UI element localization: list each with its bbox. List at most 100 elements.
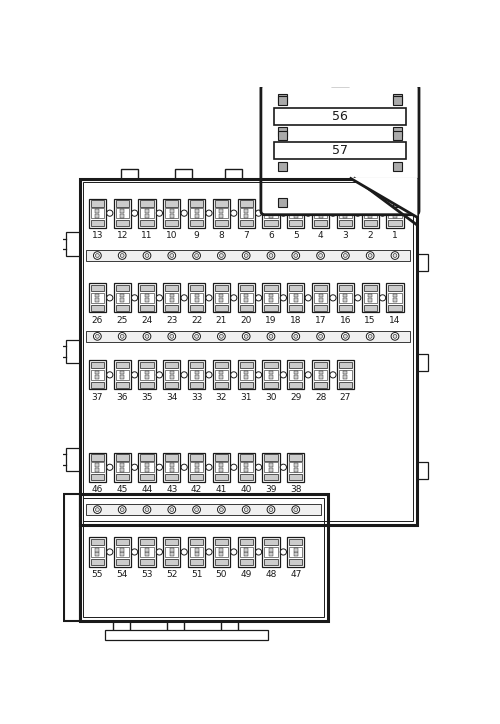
Bar <box>170 468 174 471</box>
Circle shape <box>145 508 149 512</box>
Bar <box>170 209 174 213</box>
Circle shape <box>181 464 188 471</box>
Bar <box>140 208 153 218</box>
Text: 7: 7 <box>244 231 249 240</box>
Bar <box>318 375 322 379</box>
Circle shape <box>294 334 298 338</box>
Bar <box>145 375 149 379</box>
Circle shape <box>106 295 113 301</box>
Bar <box>91 305 104 311</box>
Bar <box>114 452 130 482</box>
Bar <box>240 454 253 460</box>
Circle shape <box>156 464 162 471</box>
Bar <box>120 371 124 374</box>
Circle shape <box>132 372 138 378</box>
Circle shape <box>316 252 324 259</box>
Bar <box>213 283 230 313</box>
Bar <box>116 382 129 388</box>
Bar <box>140 382 153 388</box>
Text: 21: 21 <box>216 316 227 324</box>
Bar <box>392 127 402 136</box>
Bar <box>116 208 129 218</box>
Bar <box>215 285 228 291</box>
Bar <box>240 285 253 291</box>
Bar <box>240 462 253 472</box>
Bar <box>188 452 205 482</box>
Bar <box>165 454 178 460</box>
Bar <box>190 362 203 369</box>
Bar <box>215 547 228 557</box>
Bar <box>163 537 180 567</box>
Bar <box>244 371 248 374</box>
Bar <box>220 209 224 213</box>
Bar <box>264 474 278 480</box>
Bar <box>140 362 153 369</box>
Bar <box>91 539 104 545</box>
Bar <box>120 214 124 217</box>
Bar <box>91 454 104 460</box>
Bar <box>364 285 377 291</box>
Bar <box>287 537 304 567</box>
Circle shape <box>106 549 113 555</box>
Circle shape <box>218 506 225 513</box>
Bar <box>170 293 174 298</box>
Bar <box>116 292 129 303</box>
Bar <box>116 370 129 380</box>
Text: 40: 40 <box>240 485 252 494</box>
Circle shape <box>244 508 248 512</box>
Bar <box>91 462 104 472</box>
Bar <box>278 94 287 103</box>
Bar <box>244 468 248 471</box>
Bar <box>289 539 302 545</box>
Bar <box>165 547 178 557</box>
Text: 44: 44 <box>142 485 152 494</box>
Bar <box>287 452 304 482</box>
Bar <box>240 200 253 206</box>
Bar <box>194 463 198 467</box>
Bar <box>416 354 428 371</box>
Bar <box>96 552 100 556</box>
Text: 55: 55 <box>92 570 103 578</box>
Text: 47: 47 <box>290 570 302 578</box>
Circle shape <box>120 508 124 512</box>
Circle shape <box>230 210 237 216</box>
Bar <box>240 362 253 369</box>
Bar <box>84 182 413 521</box>
Bar <box>96 214 100 217</box>
Text: 30: 30 <box>265 392 276 402</box>
Bar <box>289 285 302 291</box>
Bar <box>120 552 124 556</box>
Bar <box>190 305 203 311</box>
Bar <box>388 220 402 226</box>
Bar <box>238 283 254 313</box>
Circle shape <box>280 372 286 378</box>
Bar <box>120 375 124 379</box>
Circle shape <box>206 464 212 471</box>
Circle shape <box>220 334 224 338</box>
Circle shape <box>256 295 262 301</box>
Text: 39: 39 <box>265 485 276 494</box>
Text: 57: 57 <box>332 144 348 157</box>
Bar <box>244 293 248 298</box>
Bar <box>278 161 287 171</box>
Bar <box>289 462 302 472</box>
Circle shape <box>206 372 212 378</box>
Bar <box>120 463 124 467</box>
Text: 8: 8 <box>218 231 224 240</box>
Circle shape <box>143 252 151 259</box>
Text: 26: 26 <box>92 316 103 324</box>
Bar <box>140 305 153 311</box>
Bar <box>86 250 410 261</box>
Bar <box>188 537 205 567</box>
Text: 43: 43 <box>166 485 177 494</box>
Text: 28: 28 <box>315 392 326 402</box>
Circle shape <box>292 332 300 340</box>
Bar <box>238 198 254 228</box>
Circle shape <box>230 372 237 378</box>
Circle shape <box>194 253 198 258</box>
Bar <box>213 198 230 228</box>
Text: 37: 37 <box>92 392 103 402</box>
Bar <box>215 305 228 311</box>
Bar <box>274 143 406 159</box>
Circle shape <box>106 210 113 216</box>
